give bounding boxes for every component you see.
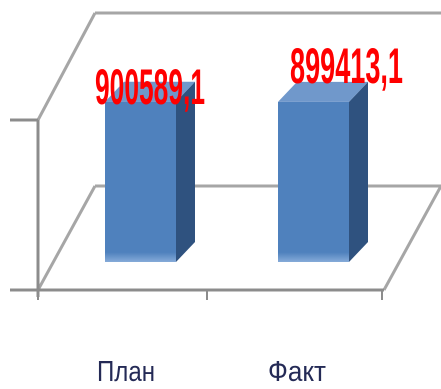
floor-left-edge bbox=[36, 185, 97, 291]
bar-fact-top bbox=[278, 81, 368, 102]
floor-right-edge bbox=[382, 185, 441, 291]
bar-fact bbox=[278, 81, 368, 262]
value-axis bbox=[10, 118, 40, 297]
data-labels: 900589,1 899413,1 bbox=[95, 38, 403, 115]
category-labels: План Факт bbox=[97, 356, 326, 388]
bar-plan bbox=[105, 81, 195, 263]
category-axis bbox=[10, 288, 384, 300]
side-wall-top-edge bbox=[36, 12, 97, 121]
bar-plan-top bbox=[105, 81, 195, 102]
bar-plan-side bbox=[176, 81, 195, 263]
category-label-fact: Факт bbox=[268, 356, 326, 388]
bars bbox=[105, 81, 368, 263]
data-label-plan: 900589,1 bbox=[95, 59, 205, 115]
bar-fact-front bbox=[278, 101, 349, 262]
bar-plan-front bbox=[105, 101, 176, 263]
bar-fact-side bbox=[349, 81, 368, 262]
data-label-fact: 899413,1 bbox=[290, 38, 403, 94]
category-label-plan: План bbox=[97, 356, 155, 388]
